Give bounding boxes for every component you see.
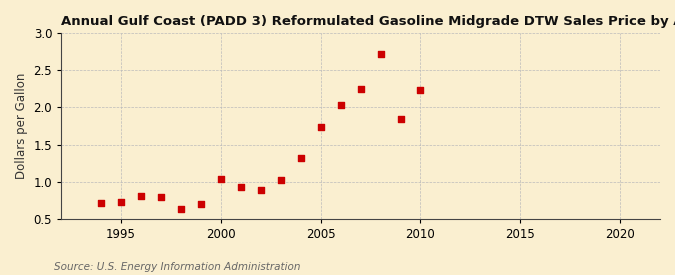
Point bbox=[296, 156, 306, 160]
Point bbox=[136, 194, 146, 199]
Text: Annual Gulf Coast (PADD 3) Reformulated Gasoline Midgrade DTW Sales Price by All: Annual Gulf Coast (PADD 3) Reformulated … bbox=[61, 15, 675, 28]
Point bbox=[215, 177, 226, 182]
Point bbox=[415, 88, 426, 93]
Point bbox=[176, 207, 186, 211]
Point bbox=[375, 52, 386, 56]
Point bbox=[335, 102, 346, 107]
Text: Source: U.S. Energy Information Administration: Source: U.S. Energy Information Administ… bbox=[54, 262, 300, 272]
Point bbox=[315, 125, 326, 129]
Point bbox=[96, 201, 107, 205]
Point bbox=[115, 200, 126, 205]
Point bbox=[355, 87, 366, 91]
Y-axis label: Dollars per Gallon: Dollars per Gallon bbox=[15, 73, 28, 179]
Point bbox=[196, 202, 207, 206]
Point bbox=[236, 185, 246, 189]
Point bbox=[395, 117, 406, 122]
Point bbox=[275, 178, 286, 182]
Point bbox=[156, 195, 167, 199]
Point bbox=[255, 188, 266, 192]
